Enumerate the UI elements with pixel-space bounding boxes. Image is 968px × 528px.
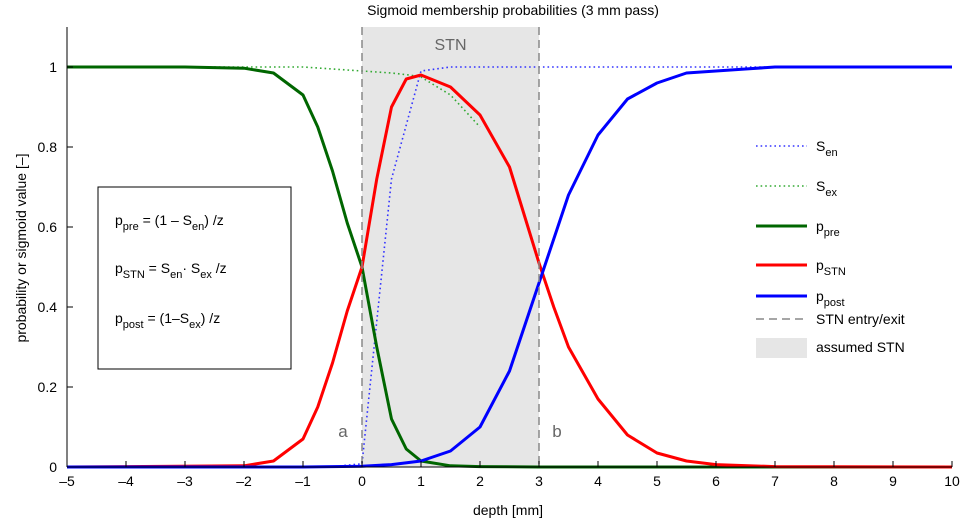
legend-base: S	[816, 178, 825, 194]
legend-label-assumed: assumed STN	[816, 339, 905, 355]
chart-title: Sigmoid membership probabilities (3 mm p…	[367, 2, 659, 18]
y-tick-label: 0	[49, 459, 57, 475]
formula-text: = S	[145, 260, 170, 276]
legend-label-entry-exit: STN entry/exit	[816, 311, 905, 327]
legend-base: p	[816, 288, 824, 304]
plot-area: STN a b –5 –4 –3 –2 –1 0 1 2 3 4 5 6 7 8 9 10 0 0.2 0.4 0.6 0.8…	[38, 27, 960, 489]
x-tick-label: –5	[59, 473, 75, 489]
y-axis-label: probability or sigmoid value [–]	[13, 153, 29, 342]
x-tick-label: 4	[594, 473, 602, 489]
legend-text: assumed STN	[816, 339, 905, 355]
x-tick-label: 1	[417, 473, 425, 489]
legend-label-s-en: Sen	[816, 138, 838, 159]
formula-subscript: ex	[189, 319, 201, 331]
legend-subscript: pre	[824, 227, 840, 239]
x-tick-label: –3	[177, 473, 193, 489]
legend-swatch-assumed	[756, 338, 807, 358]
formula-text: = (1–S	[144, 310, 190, 326]
formula-text: ) /z	[201, 310, 220, 326]
x-tick-label: 2	[476, 473, 484, 489]
stn-region-label: STN	[435, 37, 467, 54]
x-axis-label: depth [mm]	[473, 502, 543, 518]
formula-lhs-subscript: post	[123, 319, 144, 331]
legend-subscript: en	[825, 147, 837, 159]
legend-label-p-post: ppost	[816, 288, 845, 309]
formula-post: ppost = (1–Sex) /z	[115, 310, 220, 331]
series-p-stn-line	[66, 73, 953, 469]
series-p-post-line	[67, 65, 952, 469]
formula-text: ) /z	[204, 212, 223, 228]
x-tick-label: 3	[535, 473, 543, 489]
x-tick-label: 10	[944, 473, 960, 489]
y-tick-label: 0.4	[38, 299, 58, 315]
x-tick-label: 8	[830, 473, 838, 489]
legend-subscript: post	[824, 297, 845, 309]
formula-text: = (1 – S	[139, 212, 192, 228]
formula-stn: pSTN = Sen· Sex /z	[115, 260, 227, 281]
legend-base: S	[816, 138, 825, 154]
y-tick-label: 0.8	[38, 139, 58, 155]
x-tick-label: –4	[118, 473, 134, 489]
x-tick-label: 7	[771, 473, 779, 489]
formula-lhs: p	[115, 310, 123, 326]
legend-base: p	[816, 257, 824, 273]
formula-subscript: en	[192, 221, 204, 233]
legend-label-p-stn: pSTN	[816, 257, 846, 278]
stn-region	[362, 27, 539, 467]
y-tick-label: 0.6	[38, 219, 58, 235]
formula-lhs-subscript: STN	[123, 269, 145, 281]
formula-lhs: p	[115, 212, 123, 228]
y-tick-label: 1	[49, 59, 57, 75]
formula-lhs-subscript: pre	[123, 221, 139, 233]
legend-label-p-pre: ppre	[816, 218, 840, 239]
x-tick-label: 0	[358, 473, 366, 489]
boundary-label-b: b	[552, 422, 561, 441]
x-tick-label: 6	[712, 473, 720, 489]
x-tick-label: –1	[295, 473, 311, 489]
y-tick-label: 0.2	[38, 379, 58, 395]
formula-box-frame	[97, 186, 292, 370]
x-tick-label: –2	[236, 473, 252, 489]
legend-text: STN entry/exit	[816, 311, 905, 327]
formula-subscript: en	[170, 269, 182, 281]
x-tick-label: 9	[889, 473, 897, 489]
formula-text: · S	[182, 260, 200, 276]
legend-label-s-ex: Sex	[816, 178, 837, 199]
legend-subscript: ex	[825, 187, 837, 199]
formula-lhs: p	[115, 260, 123, 276]
x-tick-label: 5	[653, 473, 661, 489]
formula-subscript: ex	[200, 269, 212, 281]
formula-text: /z	[212, 260, 227, 276]
boundary-label-a: a	[338, 422, 348, 441]
legend-base: p	[816, 218, 824, 234]
legend-subscript: STN	[824, 266, 846, 278]
formula-pre: ppre = (1 – Sen) /z	[115, 212, 224, 233]
